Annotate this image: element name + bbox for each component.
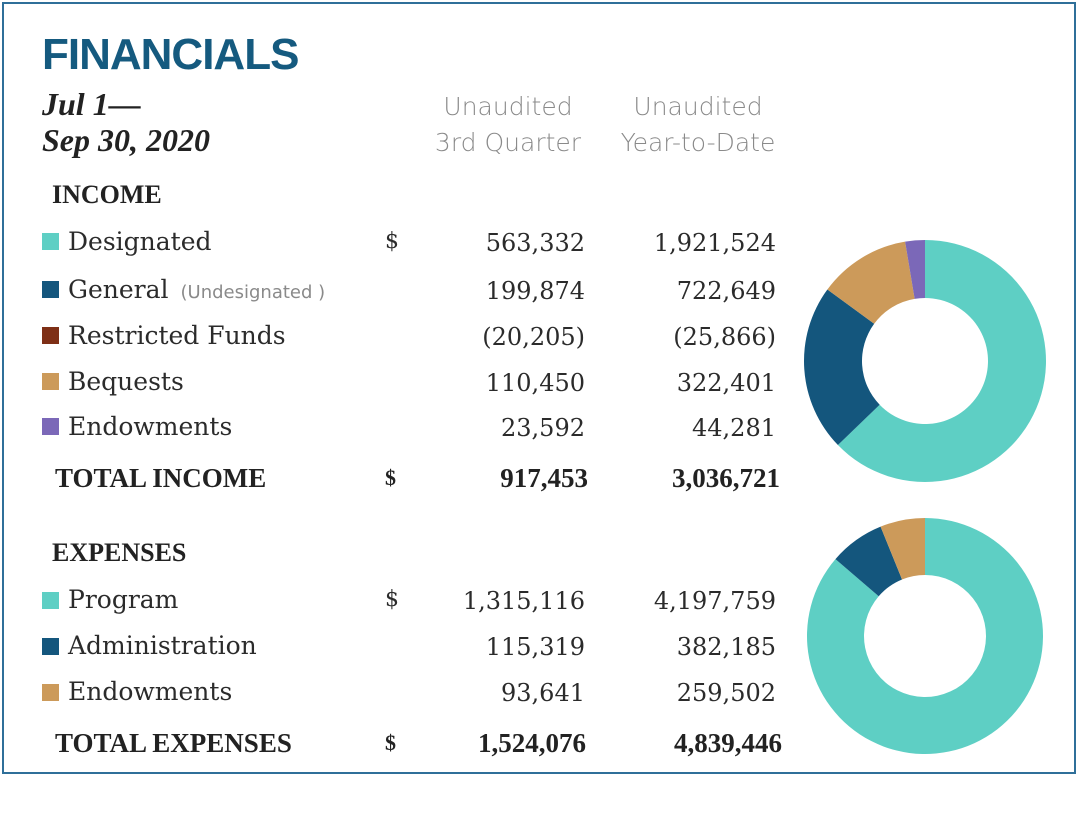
q3-header-line2: 3rd Quarter: [434, 128, 582, 157]
dollar-sign: $: [385, 465, 396, 490]
ytd-value: 722,649: [676, 277, 776, 305]
ytd-value: 1,921,524: [653, 229, 776, 257]
ytd-value: 322,401: [676, 369, 776, 397]
donut-slice-endowments: [880, 518, 925, 580]
total-label: TOTAL EXPENSES: [55, 728, 292, 758]
row-label: Administration: [68, 631, 257, 660]
ytd-header-line1: Unaudited: [633, 92, 763, 121]
ytd-value: 44,281: [692, 414, 776, 442]
legend-swatch: [42, 281, 59, 298]
row-label: Program: [68, 585, 179, 614]
legend-swatch: [42, 233, 59, 250]
row-label: Endowments: [68, 412, 233, 441]
total-label: TOTAL INCOME: [55, 463, 267, 493]
donut-slice-bequests: [827, 241, 915, 324]
legend-swatch: [42, 373, 59, 390]
ytd-value: 259,502: [676, 679, 776, 707]
row-label: Designated: [68, 227, 212, 256]
ytd-total: 4,839,446: [674, 728, 782, 758]
q3-value: 563,332: [485, 229, 585, 257]
q3-total: 917,453: [500, 463, 588, 493]
donut-slice-general: [804, 289, 880, 446]
row-label-text: General: [68, 275, 169, 304]
q3-value: 1,315,116: [462, 587, 585, 615]
row-sublabel: (Undesignated ): [180, 282, 326, 303]
q3-header-line1: Unaudited: [443, 92, 573, 121]
q3-value: 199,874: [485, 277, 585, 305]
donut-slice-administration: [835, 526, 903, 597]
legend-swatch: [42, 684, 59, 701]
legend-swatch: [42, 327, 59, 344]
q3-value: 93,641: [501, 679, 585, 707]
donut-slice-program: [807, 518, 1043, 754]
donut-slice-endowments: [905, 240, 925, 299]
ytd-total: 3,036,721: [672, 463, 780, 493]
row-label: Restricted Funds: [68, 321, 286, 350]
legend-swatch: [42, 638, 59, 655]
q3-total: 1,524,076: [478, 728, 586, 758]
ytd-value: (25,866): [673, 323, 776, 351]
period-end: Sep 30, 2020: [42, 122, 210, 158]
q3-value: 23,592: [501, 414, 585, 442]
row-label: Endowments: [68, 677, 233, 706]
dollar-sign: $: [385, 229, 399, 254]
q3-value: 110,450: [485, 369, 585, 397]
page-title: FINANCIALS: [42, 30, 299, 79]
ytd-value: 4,197,759: [653, 587, 776, 615]
income-heading: INCOME: [52, 180, 162, 209]
period-start: Jul 1—: [42, 86, 141, 122]
dollar-sign: $: [385, 730, 396, 755]
ytd-value: 382,185: [676, 633, 776, 661]
row-label: General (Undesignated ): [68, 275, 325, 304]
expenses-donut-chart: [807, 518, 1043, 754]
row-label: Bequests: [68, 367, 184, 396]
income-donut-chart: [804, 240, 1046, 482]
expenses-heading: EXPENSES: [52, 538, 187, 567]
financials-panel: [2, 2, 1076, 774]
q3-value: (20,205): [482, 323, 585, 351]
q3-value: 115,319: [485, 633, 585, 661]
legend-swatch: [42, 592, 59, 609]
ytd-header-line2: Year-to-Date: [620, 128, 776, 157]
legend-swatch: [42, 418, 59, 435]
dollar-sign: $: [385, 587, 399, 612]
donut-slice-designated: [837, 240, 1046, 482]
